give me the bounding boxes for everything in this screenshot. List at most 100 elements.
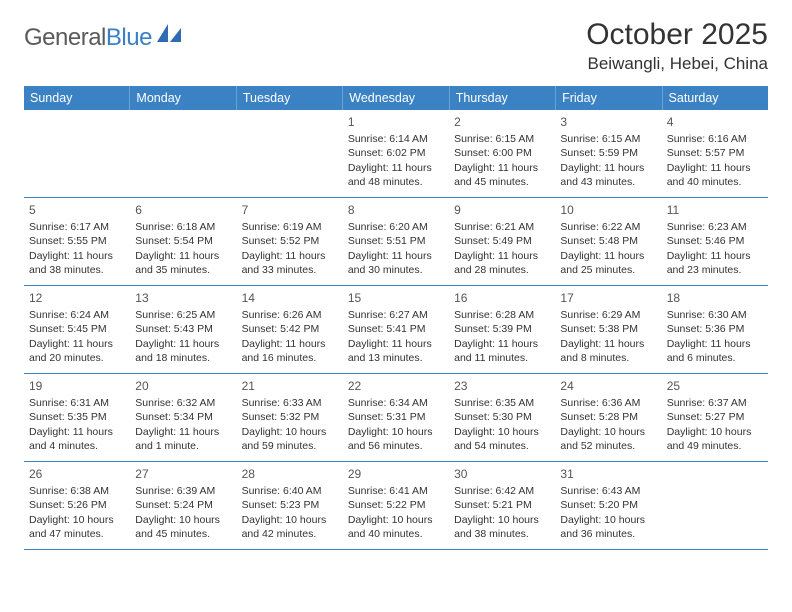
- weekday-header: Monday: [130, 86, 236, 110]
- day-daylight2: and 47 minutes.: [29, 527, 125, 541]
- day-daylight1: Daylight: 11 hours: [242, 249, 338, 263]
- day-sunset: Sunset: 5:36 PM: [667, 322, 763, 336]
- day-daylight2: and 56 minutes.: [348, 439, 444, 453]
- day-sunset: Sunset: 5:27 PM: [667, 410, 763, 424]
- day-cell: 15Sunrise: 6:27 AMSunset: 5:41 PMDayligh…: [343, 286, 449, 373]
- day-daylight1: Daylight: 10 hours: [29, 513, 125, 527]
- day-sunrise: Sunrise: 6:33 AM: [242, 396, 338, 410]
- day-sunrise: Sunrise: 6:35 AM: [454, 396, 550, 410]
- day-sunrise: Sunrise: 6:37 AM: [667, 396, 763, 410]
- day-cell: 10Sunrise: 6:22 AMSunset: 5:48 PMDayligh…: [555, 198, 661, 285]
- location-label: Beiwangli, Hebei, China: [586, 54, 768, 74]
- day-daylight1: Daylight: 11 hours: [454, 249, 550, 263]
- day-cell: 21 Sunrise: 6:33 AMSunset: 5:32 PMDayligh…: [237, 374, 343, 461]
- day-cell: 16Sunrise: 6:28 AMSunset: 5:39 PMDayligh…: [449, 286, 555, 373]
- day-sunrise: Sunrise: 6:39 AM: [135, 484, 231, 498]
- day-sunset: Sunset: 5:34 PM: [135, 410, 231, 424]
- day-sunrise: Sunrise: 6:31 AM: [29, 396, 125, 410]
- day-number: 14: [242, 290, 338, 306]
- day-daylight2: and 36 minutes.: [560, 527, 656, 541]
- day-number: 24: [560, 378, 656, 394]
- day-cell: 13Sunrise: 6:25 AMSunset: 5:43 PMDayligh…: [130, 286, 236, 373]
- day-number: 19: [29, 378, 125, 394]
- day-number: 18: [667, 290, 763, 306]
- day-daylight1: Daylight: 11 hours: [29, 337, 125, 351]
- brand-logo: GeneralBlue: [24, 18, 183, 52]
- day-sunrise: Sunrise: 6:27 AM: [348, 308, 444, 322]
- day-sunset: Sunset: 5:24 PM: [135, 498, 231, 512]
- brand-text: GeneralBlue: [24, 24, 152, 52]
- day-sunrise: Sunrise: 6:16 AM: [667, 132, 763, 146]
- day-sunrise: Sunrise: 6:20 AM: [348, 220, 444, 234]
- day-daylight1: Daylight: 11 hours: [667, 249, 763, 263]
- day-sunset: Sunset: 5:32 PM: [242, 410, 338, 424]
- day-sunset: Sunset: 5:46 PM: [667, 234, 763, 248]
- day-cell: [24, 110, 130, 197]
- day-daylight2: and 42 minutes.: [242, 527, 338, 541]
- title-block: October 2025 Beiwangli, Hebei, China: [586, 18, 768, 74]
- sail-icon: [157, 24, 183, 49]
- day-sunrise: Sunrise: 6:14 AM: [348, 132, 444, 146]
- day-sunset: Sunset: 5:52 PM: [242, 234, 338, 248]
- day-daylight1: Daylight: 11 hours: [667, 161, 763, 175]
- day-sunset: Sunset: 5:23 PM: [242, 498, 338, 512]
- day-number: 21: [242, 378, 338, 394]
- day-sunrise: Sunrise: 6:28 AM: [454, 308, 550, 322]
- week-row: 12Sunrise: 6:24 AMSunset: 5:45 PMDayligh…: [24, 286, 768, 374]
- day-cell: 28Sunrise: 6:40 AMSunset: 5:23 PMDayligh…: [237, 462, 343, 549]
- day-number: 10: [560, 202, 656, 218]
- day-daylight1: Daylight: 11 hours: [348, 161, 444, 175]
- day-cell: 3Sunrise: 6:15 AMSunset: 5:59 PMDaylight…: [555, 110, 661, 197]
- day-sunrise: Sunrise: 6:30 AM: [667, 308, 763, 322]
- day-sunset: Sunset: 5:43 PM: [135, 322, 231, 336]
- day-number: 22: [348, 378, 444, 394]
- day-cell: 26Sunrise: 6:38 AMSunset: 5:26 PMDayligh…: [24, 462, 130, 549]
- day-number: 6: [135, 202, 231, 218]
- day-daylight2: and 25 minutes.: [560, 263, 656, 277]
- day-daylight1: Daylight: 11 hours: [29, 425, 125, 439]
- day-number: 13: [135, 290, 231, 306]
- day-number: 2: [454, 114, 550, 130]
- day-daylight2: and 30 minutes.: [348, 263, 444, 277]
- day-daylight2: and 40 minutes.: [667, 175, 763, 189]
- day-daylight1: Daylight: 10 hours: [667, 425, 763, 439]
- day-daylight2: and 45 minutes.: [135, 527, 231, 541]
- day-sunset: Sunset: 5:51 PM: [348, 234, 444, 248]
- day-sunrise: Sunrise: 6:38 AM: [29, 484, 125, 498]
- day-sunset: Sunset: 5:35 PM: [29, 410, 125, 424]
- day-sunrise: Sunrise: 6:29 AM: [560, 308, 656, 322]
- day-cell: 7Sunrise: 6:19 AMSunset: 5:52 PMDaylight…: [237, 198, 343, 285]
- day-cell: 4Sunrise: 6:16 AMSunset: 5:57 PMDaylight…: [662, 110, 768, 197]
- day-daylight1: Daylight: 10 hours: [454, 513, 550, 527]
- day-daylight2: and 35 minutes.: [135, 263, 231, 277]
- day-cell: [130, 110, 236, 197]
- day-daylight2: and 13 minutes.: [348, 351, 444, 365]
- day-sunset: Sunset: 5:20 PM: [560, 498, 656, 512]
- weekday-header: Tuesday: [237, 86, 343, 110]
- day-cell: 9Sunrise: 6:21 AMSunset: 5:49 PMDaylight…: [449, 198, 555, 285]
- day-daylight1: Daylight: 10 hours: [348, 513, 444, 527]
- week-row: 19Sunrise: 6:31 AMSunset: 5:35 PMDayligh…: [24, 374, 768, 462]
- day-number: 12: [29, 290, 125, 306]
- day-cell: 1Sunrise: 6:14 AMSunset: 6:02 PMDaylight…: [343, 110, 449, 197]
- day-number: 26: [29, 466, 125, 482]
- day-cell: 29Sunrise: 6:41 AMSunset: 5:22 PMDayligh…: [343, 462, 449, 549]
- day-daylight1: Daylight: 11 hours: [135, 249, 231, 263]
- day-number: 20: [135, 378, 231, 394]
- weekday-header: Thursday: [450, 86, 556, 110]
- day-sunrise: Sunrise: 6:34 AM: [348, 396, 444, 410]
- day-sunset: Sunset: 5:55 PM: [29, 234, 125, 248]
- weekday-header: Wednesday: [343, 86, 449, 110]
- day-cell: 24Sunrise: 6:36 AMSunset: 5:28 PMDayligh…: [555, 374, 661, 461]
- day-daylight1: Daylight: 10 hours: [242, 425, 338, 439]
- day-number: 4: [667, 114, 763, 130]
- day-cell: 14Sunrise: 6:26 AMSunset: 5:42 PMDayligh…: [237, 286, 343, 373]
- day-number: 9: [454, 202, 550, 218]
- day-sunset: Sunset: 5:31 PM: [348, 410, 444, 424]
- day-daylight2: and 40 minutes.: [348, 527, 444, 541]
- day-number: 29: [348, 466, 444, 482]
- day-daylight2: and 28 minutes.: [454, 263, 550, 277]
- day-daylight2: and 54 minutes.: [454, 439, 550, 453]
- day-daylight1: Daylight: 11 hours: [454, 337, 550, 351]
- day-daylight1: Daylight: 11 hours: [560, 337, 656, 351]
